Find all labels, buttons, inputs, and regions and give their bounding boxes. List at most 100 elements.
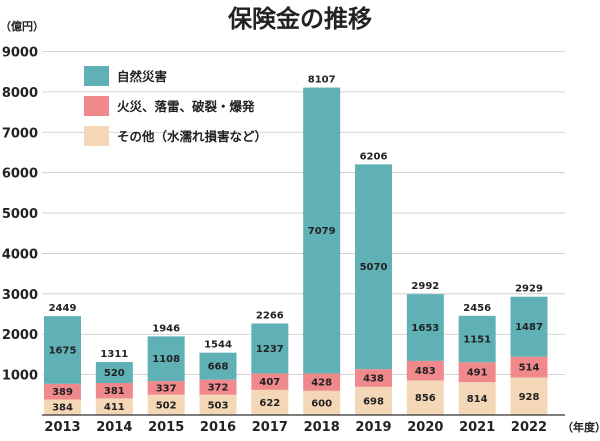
bar-total-label: 8107 [308,75,336,86]
bar-segment [355,386,392,415]
x-tick-label: 2020 [407,420,443,435]
bar-value-label: 668 [208,362,229,373]
x-tick-label: 2022 [511,420,547,435]
bar-segment [95,398,133,415]
bar-segment [44,383,81,400]
bar-value-label: 502 [156,400,177,411]
bar-segment [147,394,185,415]
bar-segment [44,399,81,415]
bar-segment [199,379,237,395]
legend-label: 自然災害 [117,69,167,84]
bar-segment [355,164,392,370]
bar-value-label: 814 [467,394,488,405]
bar-value-label: 7079 [308,226,336,237]
bar-value-label: 411 [104,402,125,413]
legend-label: その他（水濡れ損害など） [117,129,267,144]
x-tick-label: 2018 [304,420,340,435]
bar-segment [510,296,548,357]
bar-segment [406,360,444,381]
bar-value-label: 698 [363,396,384,407]
bar-value-label: 503 [208,400,229,411]
bar-segment [251,323,289,374]
bar-value-label: 600 [311,398,332,409]
bar-value-label: 372 [208,383,229,394]
bar-value-label: 856 [415,393,436,404]
bar-segment [458,382,496,415]
bar-total-label: 2456 [463,303,491,314]
legend-swatch [84,126,109,146]
bar-value-label: 483 [415,366,436,377]
bar-segment [510,377,548,415]
bar-total-label: 2929 [515,284,543,295]
x-tick-label: 2013 [44,420,80,435]
legend-swatch [84,66,109,86]
legend-label: 火災、落雷、破裂・爆発 [117,99,255,114]
bar-value-label: 337 [156,383,177,394]
bar-total-label: 2266 [256,310,284,321]
bar-value-label: 381 [104,386,125,397]
y-tick-label: 5000 [2,207,38,222]
bar-value-label: 5070 [360,262,388,273]
x-tick-label: 2017 [252,420,288,435]
bar-value-label: 407 [259,377,280,388]
bar-value-label: 438 [363,373,384,384]
bar-value-label: 384 [52,403,73,414]
y-tick-label: 1000 [2,369,38,384]
bar-value-label: 1237 [256,344,284,355]
bar-segment [406,380,444,415]
axes: 1000 2000 3000 4000 5000 6000 7000 8000 9000 2013… [2,46,565,435]
data-labels: 384 389 1675 2449 411 381 520 1311 502 337 1108 194… [49,75,543,414]
bar-segment [251,373,289,390]
bars [44,87,548,415]
bar-total-label: 6206 [360,151,388,162]
x-axis-unit: （年度） [562,420,600,434]
x-tick-label: 2021 [459,420,495,435]
bar-segment [199,394,237,415]
y-axis-unit: （億円） [0,19,44,33]
bar-segment [510,356,548,378]
bar-segment [458,315,496,363]
y-tick-label: 9000 [2,46,38,61]
x-tick-label: 2014 [96,420,132,435]
bar-value-label: 491 [467,368,488,379]
bar-value-label: 1487 [515,322,543,333]
bar-segment [303,373,341,391]
x-tick-label: 2016 [200,420,236,435]
bar-value-label: 622 [259,398,280,409]
bar-segment [303,87,341,374]
y-tick-label: 8000 [2,86,38,101]
bar-segment [147,381,185,395]
bar-value-label: 389 [52,387,73,398]
legend-swatch [84,96,109,116]
bar-total-label: 1544 [204,340,232,351]
bar-segment [95,362,133,384]
bar-value-label: 1675 [49,345,77,356]
bar-segment [95,383,133,399]
y-tick-label: 3000 [2,288,38,303]
chart-title: 保険金の推移 [227,5,372,33]
bar-total-label: 1946 [152,323,180,334]
bar-value-label: 928 [519,392,540,403]
x-tick-label: 2019 [355,420,391,435]
y-tick-label: 6000 [2,167,38,182]
bar-segment [458,362,496,383]
bar-segment [303,390,341,415]
bar-total-label: 1311 [100,349,128,360]
bar-value-label: 520 [104,368,125,379]
bar-segment [251,389,289,415]
bar-segment [199,352,237,380]
bar-value-label: 1108 [152,354,180,365]
bar-value-label: 428 [311,378,332,389]
y-tick-label: 7000 [2,126,38,141]
bar-segment [44,316,81,384]
bar-segment [147,336,185,382]
y-tick-label: 4000 [2,247,38,262]
bar-value-label: 1653 [411,323,439,334]
bar-total-label: 2992 [411,281,439,292]
bar-value-label: 514 [519,363,540,374]
bar-segment [406,294,444,361]
bar-segment [355,369,392,387]
bar-total-label: 2449 [49,303,77,314]
